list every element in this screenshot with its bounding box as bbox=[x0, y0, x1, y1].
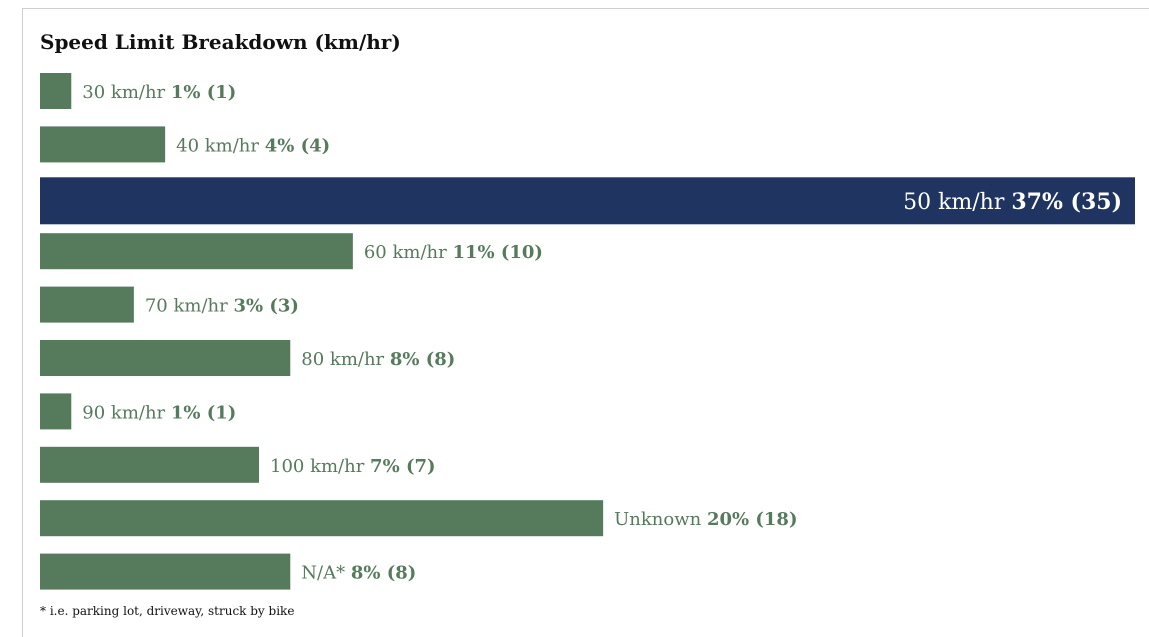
bar-7 bbox=[40, 446, 259, 483]
bar-label-1: 40 km/hr 4% (4) bbox=[176, 135, 330, 156]
bar-1 bbox=[40, 126, 166, 163]
bar-2 bbox=[40, 177, 1135, 225]
bar-category-8: Unknown bbox=[614, 509, 707, 530]
bar-category-5: 80 km/hr bbox=[301, 349, 390, 370]
frame-left-border bbox=[22, 8, 23, 637]
bar-value-9: 8% (8) bbox=[351, 562, 416, 583]
chart-title: Speed Limit Breakdown (km/hr) bbox=[40, 30, 401, 54]
footnote: * i.e. parking lot, driveway, struck by … bbox=[40, 604, 295, 618]
bar-4 bbox=[40, 286, 134, 323]
bar-label-9: N/A* 8% (8) bbox=[301, 562, 416, 583]
bar-9 bbox=[40, 553, 291, 590]
bar-label-2: 50 km/hr 37% (35) bbox=[903, 189, 1122, 215]
bar-value-2: 37% (35) bbox=[1011, 189, 1122, 215]
bar-value-8: 20% (18) bbox=[707, 509, 798, 530]
bar-label-4: 70 km/hr 3% (3) bbox=[145, 295, 299, 316]
bar-category-4: 70 km/hr bbox=[145, 295, 234, 316]
frame-top-border bbox=[22, 8, 1149, 9]
bar-value-1: 4% (4) bbox=[265, 135, 330, 156]
bar-category-9: N/A* bbox=[301, 562, 351, 583]
bar-category-2: 50 km/hr bbox=[903, 189, 1011, 214]
bar-label-8: Unknown 20% (18) bbox=[614, 509, 797, 530]
bar-3 bbox=[40, 233, 353, 270]
bar-value-5: 8% (8) bbox=[390, 349, 455, 370]
bar-label-0: 30 km/hr 1% (1) bbox=[82, 82, 236, 103]
bar-label-5: 80 km/hr 8% (8) bbox=[301, 349, 455, 370]
bar-value-0: 1% (1) bbox=[171, 82, 236, 103]
bar-category-0: 30 km/hr bbox=[82, 82, 171, 103]
bar-label-7: 100 km/hr 7% (7) bbox=[270, 455, 436, 476]
bar-label-6: 90 km/hr 1% (1) bbox=[82, 402, 236, 423]
bar-6 bbox=[40, 393, 72, 430]
bar-category-1: 40 km/hr bbox=[176, 135, 265, 156]
bar-value-4: 3% (3) bbox=[233, 295, 298, 316]
bar-5 bbox=[40, 340, 291, 376]
bar-0 bbox=[40, 73, 72, 109]
bar-value-6: 1% (1) bbox=[171, 402, 236, 423]
bar-category-3: 60 km/hr bbox=[364, 242, 453, 263]
bar-label-3: 60 km/hr 11% (10) bbox=[364, 242, 543, 263]
bar-value-7: 7% (7) bbox=[370, 455, 435, 476]
bar-8 bbox=[40, 500, 604, 537]
bar-value-3: 11% (10) bbox=[452, 242, 543, 263]
bar-category-7: 100 km/hr bbox=[270, 455, 370, 476]
bar-category-6: 90 km/hr bbox=[82, 402, 171, 423]
